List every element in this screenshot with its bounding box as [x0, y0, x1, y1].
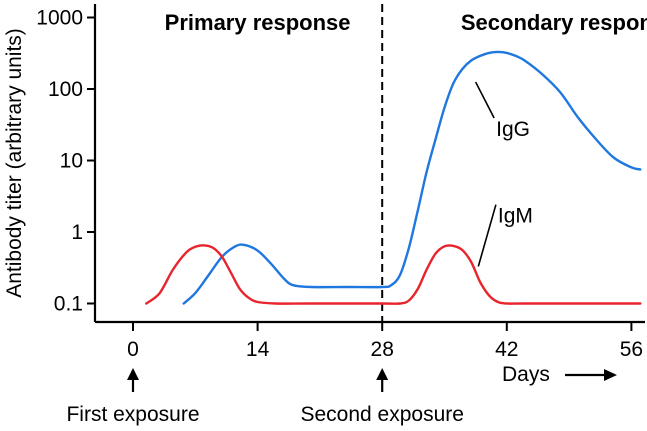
days-label: Days [502, 363, 550, 386]
days-arrow-head [604, 369, 617, 381]
series-layer [145, 50, 642, 305]
igm-curve-label: IgM [498, 205, 533, 228]
y-tick-label: 1000 [36, 7, 83, 30]
igg-series-line [182, 50, 642, 305]
exposure-label: Second exposure [300, 403, 463, 426]
axes: 0.1 1 10 100 1000 0 14 28 42 56 Antibody titer (ar… [3, 4, 645, 361]
x-tick-label: 28 [371, 338, 394, 361]
exposure-arrow-head [127, 368, 139, 380]
x-tick-label: 14 [246, 338, 270, 361]
y-tick-label: 1 [71, 221, 83, 244]
y-tick-label: 10 [60, 150, 83, 173]
x-tick-label: 56 [620, 338, 643, 361]
y-tick-label: 100 [48, 78, 83, 101]
region-label: Primary response [165, 10, 351, 35]
igm-series-line [145, 244, 642, 305]
region-label: Secondary response [461, 10, 647, 35]
x-tick-label: 42 [495, 338, 518, 361]
label-layer: Primary response Secondary response IgG IgM… [66, 10, 647, 426]
exposure-arrow-head [376, 368, 389, 380]
igg-curve-label: IgG [496, 118, 530, 141]
igm-leader-line [477, 204, 497, 267]
y-axis-title: Antibody titer (arbitrary units) [3, 28, 26, 298]
exposure-label: First exposure [66, 403, 199, 426]
y-tick-label: 0.1 [54, 293, 83, 316]
x-tick-label: 0 [127, 338, 139, 361]
igg-leader-line [474, 81, 495, 119]
